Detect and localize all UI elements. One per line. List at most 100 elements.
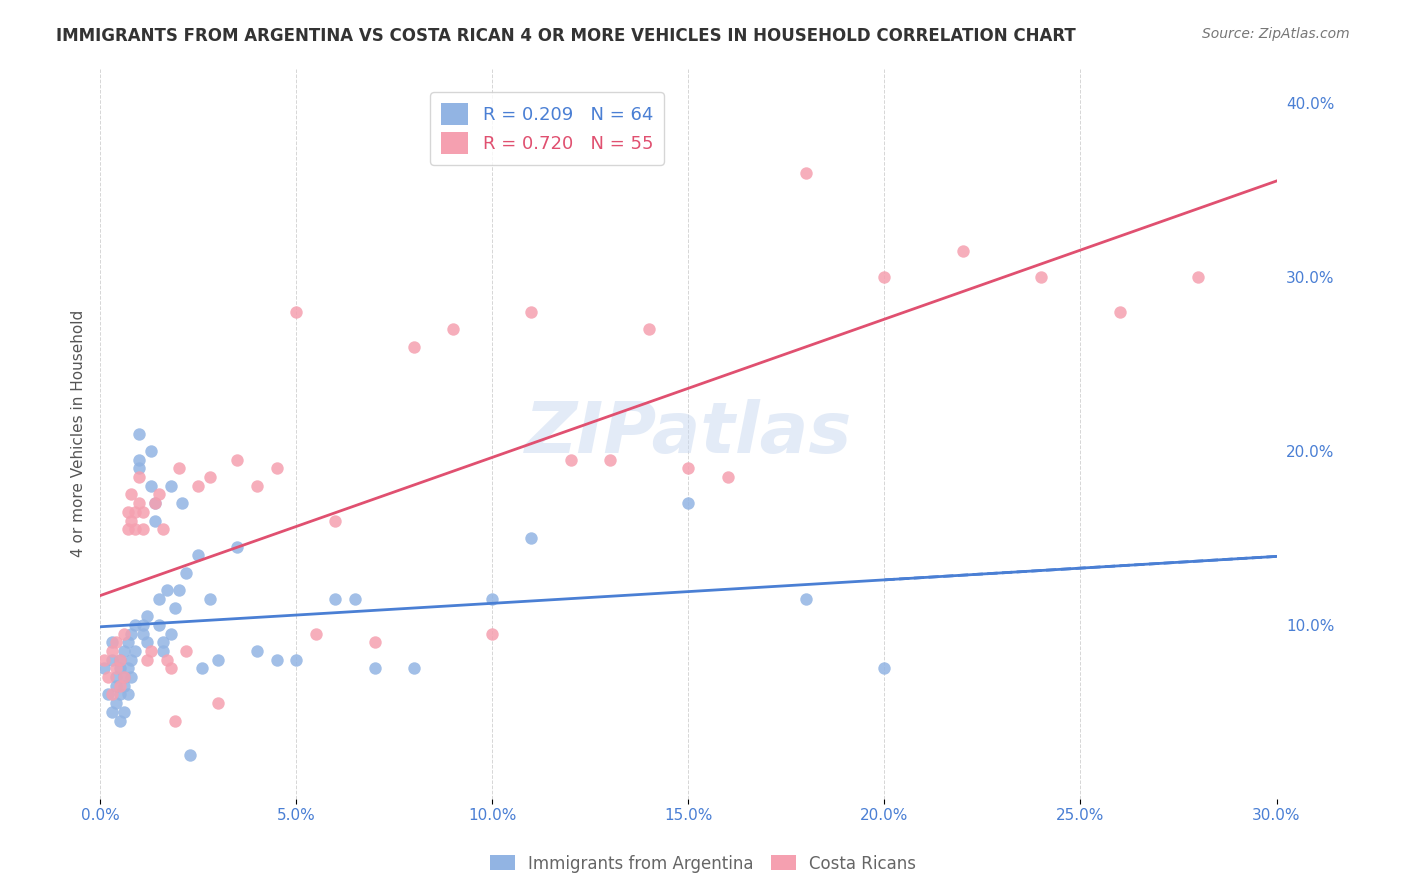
Point bbox=[117, 505, 139, 519]
Point bbox=[156, 653, 179, 667]
Point bbox=[191, 661, 214, 675]
Point bbox=[187, 549, 209, 563]
Point bbox=[246, 644, 269, 658]
Point bbox=[112, 670, 135, 684]
Point bbox=[952, 244, 974, 258]
Point bbox=[481, 626, 503, 640]
Point bbox=[136, 653, 159, 667]
Point bbox=[152, 522, 174, 536]
Point bbox=[121, 626, 143, 640]
Point bbox=[246, 479, 269, 493]
Point bbox=[136, 635, 159, 649]
Point bbox=[163, 600, 186, 615]
Point bbox=[128, 470, 150, 484]
Point bbox=[143, 514, 166, 528]
Point bbox=[344, 591, 367, 606]
Point bbox=[117, 635, 139, 649]
Point bbox=[285, 305, 308, 319]
Legend: Immigrants from Argentina, Costa Ricans: Immigrants from Argentina, Costa Ricans bbox=[484, 848, 922, 880]
Point bbox=[402, 661, 425, 675]
Point bbox=[97, 670, 120, 684]
Text: ZIPatlas: ZIPatlas bbox=[524, 399, 852, 468]
Point bbox=[128, 426, 150, 441]
Point bbox=[266, 653, 288, 667]
Point bbox=[794, 591, 817, 606]
Point bbox=[560, 452, 582, 467]
Point bbox=[112, 626, 135, 640]
Point bbox=[143, 496, 166, 510]
Point bbox=[101, 635, 124, 649]
Point bbox=[143, 496, 166, 510]
Point bbox=[159, 479, 181, 493]
Point bbox=[121, 487, 143, 501]
Point bbox=[198, 591, 221, 606]
Point bbox=[139, 644, 162, 658]
Point bbox=[128, 461, 150, 475]
Point bbox=[148, 487, 170, 501]
Point bbox=[172, 496, 194, 510]
Point bbox=[167, 461, 190, 475]
Point bbox=[101, 705, 124, 719]
Point bbox=[108, 679, 131, 693]
Point bbox=[198, 470, 221, 484]
Point bbox=[128, 496, 150, 510]
Point bbox=[481, 591, 503, 606]
Point bbox=[325, 514, 347, 528]
Point bbox=[187, 479, 209, 493]
Point bbox=[104, 696, 127, 710]
Point bbox=[104, 679, 127, 693]
Point bbox=[156, 583, 179, 598]
Point bbox=[226, 452, 249, 467]
Point bbox=[112, 705, 135, 719]
Point bbox=[124, 618, 146, 632]
Point bbox=[104, 635, 127, 649]
Point bbox=[117, 522, 139, 536]
Point bbox=[716, 470, 738, 484]
Point bbox=[402, 340, 425, 354]
Point bbox=[112, 644, 135, 658]
Point bbox=[226, 540, 249, 554]
Point bbox=[93, 661, 115, 675]
Point bbox=[207, 653, 229, 667]
Text: IMMIGRANTS FROM ARGENTINA VS COSTA RICAN 4 OR MORE VEHICLES IN HOUSEHOLD CORRELA: IMMIGRANTS FROM ARGENTINA VS COSTA RICAN… bbox=[56, 27, 1076, 45]
Point bbox=[117, 661, 139, 675]
Point bbox=[167, 583, 190, 598]
Point bbox=[124, 644, 146, 658]
Point bbox=[108, 714, 131, 728]
Point bbox=[163, 714, 186, 728]
Point bbox=[159, 661, 181, 675]
Point bbox=[285, 653, 308, 667]
Point bbox=[93, 653, 115, 667]
Point bbox=[1031, 270, 1053, 285]
Point bbox=[520, 305, 543, 319]
Point bbox=[104, 661, 127, 675]
Point bbox=[1108, 305, 1130, 319]
Point bbox=[124, 522, 146, 536]
Point bbox=[179, 748, 201, 763]
Point bbox=[152, 635, 174, 649]
Point bbox=[599, 452, 621, 467]
Point bbox=[1187, 270, 1209, 285]
Point bbox=[132, 522, 155, 536]
Point bbox=[121, 653, 143, 667]
Point bbox=[128, 452, 150, 467]
Point bbox=[101, 644, 124, 658]
Point bbox=[152, 644, 174, 658]
Point bbox=[325, 591, 347, 606]
Point bbox=[139, 444, 162, 458]
Point bbox=[363, 661, 385, 675]
Point bbox=[176, 566, 198, 580]
Point bbox=[124, 505, 146, 519]
Point bbox=[148, 591, 170, 606]
Point bbox=[132, 626, 155, 640]
Point bbox=[207, 696, 229, 710]
Point bbox=[520, 531, 543, 545]
Point bbox=[363, 635, 385, 649]
Point bbox=[108, 653, 131, 667]
Point bbox=[638, 322, 661, 336]
Point bbox=[108, 653, 131, 667]
Point bbox=[104, 670, 127, 684]
Point bbox=[148, 618, 170, 632]
Point bbox=[794, 166, 817, 180]
Point bbox=[112, 679, 135, 693]
